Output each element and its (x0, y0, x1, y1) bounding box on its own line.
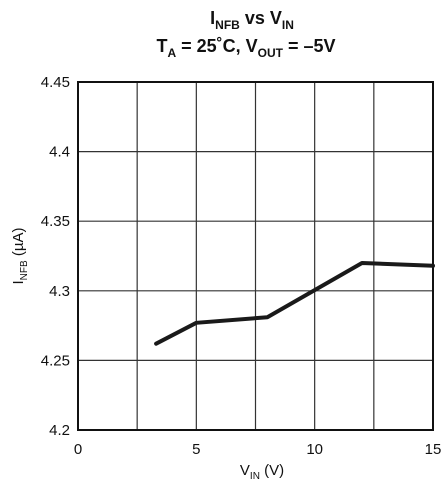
title-t: T (156, 36, 167, 56)
plot-frame (77, 81, 434, 431)
x-label-sub: IN (250, 471, 260, 482)
x-tick-label: 0 (74, 441, 82, 458)
y-label-unit: (µA) (10, 228, 27, 261)
title-i: I (210, 8, 215, 28)
y-tick-label: 4.35 (41, 213, 70, 230)
title-vs: vs V (240, 8, 282, 28)
series-line-0 (154, 260, 435, 346)
y-tick-label: 4.45 (41, 74, 70, 91)
chart-title-line2: TA = 25˚C, VOUT = –5V (156, 36, 335, 60)
title-vout: = –5V (283, 36, 336, 56)
y-tick-label: 4.3 (49, 283, 70, 300)
title-vout-sub: OUT (258, 46, 284, 60)
series-group (154, 260, 435, 346)
y-label-sub: NFB (19, 260, 30, 280)
y-label-i: I (10, 280, 27, 284)
x-axis-label: VIN (V) (240, 462, 284, 482)
x-tick-label: 15 (425, 441, 442, 458)
title-vin-sub: IN (282, 18, 294, 32)
y-tick-labels: 4.2 4.25 4.3 4.35 4.4 4.45 (41, 74, 70, 439)
x-tick-label: 5 (192, 441, 200, 458)
y-tick-label: 4.25 (41, 352, 70, 369)
x-tick-labels: 0 5 10 15 (74, 441, 442, 458)
x-label-unit: (V) (260, 462, 284, 479)
title-i-sub: NFB (215, 18, 240, 32)
title-temp: = 25˚C, V (176, 36, 258, 56)
x-tick-label: 10 (306, 441, 323, 458)
gridlines (77, 81, 434, 431)
chart-title-line1: INFB vs VIN (210, 8, 294, 32)
x-label-v: V (240, 462, 250, 479)
y-tick-label: 4.4 (49, 144, 70, 161)
y-tick-label: 4.2 (49, 422, 70, 439)
title-t-sub: A (167, 46, 176, 60)
y-axis-label: INFB (µA) (10, 228, 30, 285)
